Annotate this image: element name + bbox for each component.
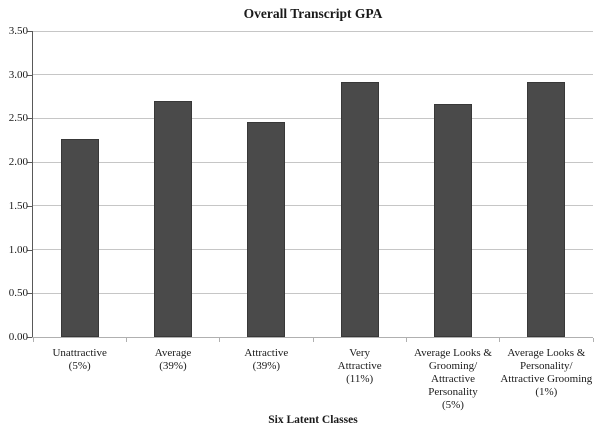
plot-area bbox=[33, 30, 593, 337]
bar-2 bbox=[154, 100, 192, 337]
bar-6 bbox=[527, 81, 566, 337]
x-axis-title: Six Latent Classes bbox=[268, 414, 358, 426]
y-tick-2.00 bbox=[27, 162, 32, 164]
y-tick-label-1.50: 1.50 bbox=[8, 199, 28, 212]
y-tick-label-0.50: 0.50 bbox=[8, 287, 28, 300]
y-tick-label-2.50: 2.50 bbox=[8, 112, 28, 125]
x-axis-line bbox=[32, 337, 593, 338]
gridline-0.50 bbox=[33, 292, 593, 294]
y-tick-1.50 bbox=[27, 205, 32, 207]
x-category-label-2: Average (39%) bbox=[154, 347, 192, 372]
x-category-label-5: Average Looks & Grooming/ Attractive Per… bbox=[413, 347, 492, 411]
x-tick-4 bbox=[405, 338, 407, 342]
gridline-1.00 bbox=[33, 249, 593, 251]
y-tick-0.50 bbox=[27, 293, 32, 295]
y-tick-1.00 bbox=[27, 249, 32, 251]
bar-5 bbox=[434, 103, 472, 337]
y-tick-3.50 bbox=[27, 31, 32, 32]
y-tick-label-0.00: 0.00 bbox=[8, 331, 28, 343]
y-tick-0.00 bbox=[27, 337, 32, 338]
bar-3 bbox=[247, 121, 286, 337]
x-tick-0 bbox=[32, 338, 34, 342]
x-category-label-3: Attractive (39%) bbox=[244, 347, 289, 372]
x-tick-1 bbox=[125, 338, 127, 342]
chart-title: Overall Transcript GPA bbox=[243, 6, 383, 21]
gridline-1.50 bbox=[33, 205, 593, 207]
y-tick-label-1.00: 1.00 bbox=[8, 243, 28, 256]
gridline-3.50 bbox=[33, 30, 593, 32]
gridline-2.00 bbox=[33, 161, 593, 163]
y-tick-label-2.00: 2.00 bbox=[8, 156, 28, 169]
x-tick-6 bbox=[592, 338, 594, 342]
x-category-label-1: Unattractive (5%) bbox=[52, 347, 107, 372]
y-tick-label-3.00: 3.00 bbox=[8, 68, 28, 81]
y-axis-line bbox=[32, 31, 33, 338]
x-category-label-4: Very Attractive (11%) bbox=[337, 347, 382, 385]
x-category-label-6: Average Looks & Personality/ Attractive … bbox=[500, 347, 593, 398]
x-tick-2 bbox=[219, 338, 221, 342]
gridline-2.50 bbox=[33, 117, 593, 119]
x-tick-5 bbox=[499, 338, 501, 342]
bar-4 bbox=[340, 81, 379, 337]
bar-1 bbox=[60, 138, 99, 337]
y-tick-label-3.50: 3.50 bbox=[8, 25, 28, 37]
gridline-3.00 bbox=[33, 74, 593, 76]
y-tick-2.50 bbox=[27, 118, 32, 120]
x-tick-3 bbox=[312, 338, 314, 342]
y-tick-3.00 bbox=[27, 74, 32, 76]
